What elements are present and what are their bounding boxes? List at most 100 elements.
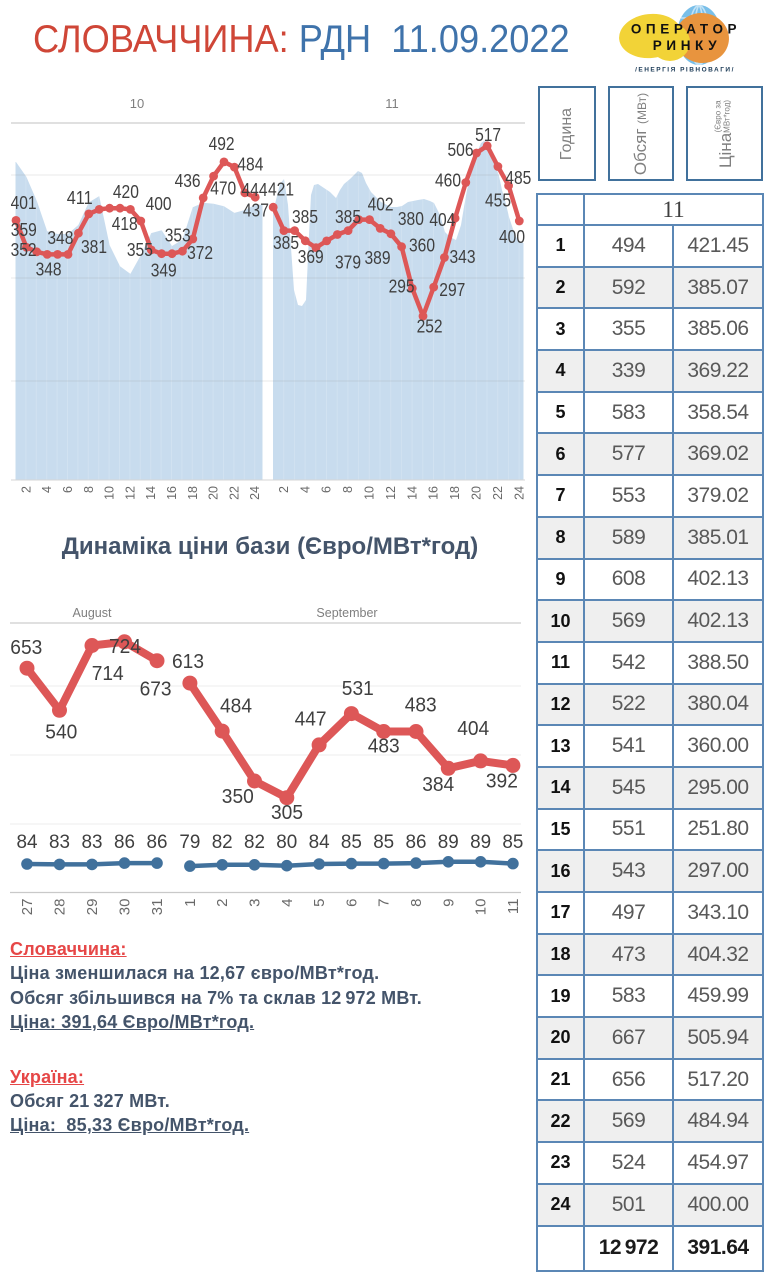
svg-text:24: 24 [248, 486, 262, 500]
svg-text:470: 470 [210, 179, 236, 199]
svg-text:359: 359 [11, 220, 37, 240]
svg-text:348: 348 [47, 228, 73, 248]
svg-text:402: 402 [368, 194, 394, 214]
svg-text:12: 12 [384, 486, 398, 500]
svg-text:355: 355 [127, 240, 153, 260]
svg-text:724: 724 [109, 636, 141, 658]
svg-text:22: 22 [491, 486, 505, 500]
svg-text:404: 404 [429, 210, 455, 230]
svg-text:455: 455 [485, 190, 511, 210]
svg-text:14: 14 [405, 486, 419, 500]
svg-text:12: 12 [123, 486, 137, 500]
svg-text:485: 485 [505, 168, 531, 188]
svg-text:305: 305 [271, 802, 303, 824]
svg-text:28: 28 [52, 899, 69, 916]
svg-text:437: 437 [243, 200, 269, 220]
svg-text:297: 297 [439, 280, 465, 300]
svg-text:714: 714 [92, 663, 124, 685]
svg-text:484: 484 [237, 155, 263, 175]
svg-text:20: 20 [470, 486, 484, 500]
svg-text:86: 86 [147, 832, 168, 853]
svg-text:348: 348 [36, 259, 62, 279]
svg-text:89: 89 [438, 832, 459, 853]
svg-text:295: 295 [389, 276, 415, 296]
svg-text:384: 384 [422, 774, 454, 796]
svg-text:80: 80 [276, 832, 297, 853]
svg-text:83: 83 [82, 832, 103, 853]
svg-text:11: 11 [385, 96, 399, 111]
svg-text:352: 352 [11, 240, 37, 260]
svg-text:460: 460 [435, 170, 461, 190]
svg-text:400: 400 [146, 194, 172, 214]
svg-text:483: 483 [405, 695, 437, 717]
svg-text:89: 89 [470, 832, 491, 853]
svg-text:380: 380 [398, 209, 424, 229]
svg-text:673: 673 [140, 679, 172, 701]
svg-text:379: 379 [335, 252, 361, 272]
svg-text:6: 6 [343, 899, 360, 907]
svg-text:9: 9 [440, 899, 457, 907]
svg-text:389: 389 [365, 248, 391, 268]
svg-text:411: 411 [67, 188, 93, 208]
svg-text:20: 20 [207, 486, 221, 500]
svg-text:10: 10 [473, 899, 490, 916]
svg-text:540: 540 [45, 722, 77, 744]
svg-text:August: August [73, 606, 112, 620]
svg-text:400: 400 [499, 227, 525, 247]
svg-text:252: 252 [417, 316, 443, 336]
svg-text:420: 420 [113, 182, 139, 202]
svg-text:401: 401 [11, 193, 37, 213]
svg-text:492: 492 [209, 134, 235, 154]
svg-text:82: 82 [212, 832, 233, 853]
svg-text:6: 6 [61, 486, 75, 493]
svg-text:82: 82 [244, 832, 265, 853]
svg-text:86: 86 [114, 832, 135, 853]
svg-text:14: 14 [144, 486, 158, 500]
svg-text:421: 421 [268, 179, 294, 199]
svg-text:483: 483 [368, 736, 400, 758]
svg-text:385: 385 [292, 207, 318, 227]
svg-text:27: 27 [19, 899, 36, 916]
svg-text:30: 30 [117, 899, 134, 916]
svg-text:/ЕНЕРГІЯ РІВНОВАГИ/: /ЕНЕРГІЯ РІВНОВАГИ/ [635, 67, 735, 74]
svg-text:349: 349 [151, 261, 177, 281]
svg-text:86: 86 [406, 832, 427, 853]
svg-text:10: 10 [363, 486, 377, 500]
svg-text:436: 436 [175, 171, 201, 191]
svg-text:7: 7 [376, 899, 393, 907]
svg-text:5: 5 [311, 899, 328, 907]
svg-text:24: 24 [512, 486, 526, 500]
svg-text:418: 418 [112, 214, 138, 234]
svg-text:8: 8 [82, 486, 96, 493]
svg-text:84: 84 [17, 832, 38, 853]
svg-text:85: 85 [341, 832, 362, 853]
svg-text:84: 84 [309, 832, 330, 853]
svg-text:2: 2 [214, 899, 231, 907]
svg-text:6: 6 [320, 486, 334, 493]
svg-text:447: 447 [295, 708, 327, 730]
svg-text:31: 31 [149, 899, 166, 916]
svg-text:484: 484 [220, 696, 252, 718]
svg-text:404: 404 [457, 718, 489, 740]
svg-text:РИНКУ: РИНКУ [653, 38, 721, 53]
svg-text:372: 372 [187, 243, 213, 263]
svg-text:1: 1 [182, 899, 199, 907]
svg-text:16: 16 [165, 486, 179, 500]
svg-text:ОПЕРАТОР: ОПЕРАТОР [631, 22, 741, 37]
svg-text:381: 381 [81, 237, 107, 257]
svg-text:444: 444 [242, 180, 268, 200]
svg-text:16: 16 [427, 486, 441, 500]
svg-text:September: September [316, 606, 377, 620]
svg-text:18: 18 [448, 486, 462, 500]
svg-text:85: 85 [502, 832, 523, 853]
svg-text:653: 653 [10, 637, 42, 659]
svg-text:613: 613 [172, 651, 204, 673]
svg-text:10: 10 [130, 96, 144, 111]
svg-text:353: 353 [165, 225, 191, 245]
svg-text:506: 506 [448, 140, 474, 160]
svg-text:343: 343 [450, 247, 476, 267]
svg-text:29: 29 [84, 899, 101, 916]
svg-text:2: 2 [277, 486, 291, 493]
svg-text:3: 3 [247, 899, 264, 907]
svg-text:350: 350 [222, 786, 254, 808]
